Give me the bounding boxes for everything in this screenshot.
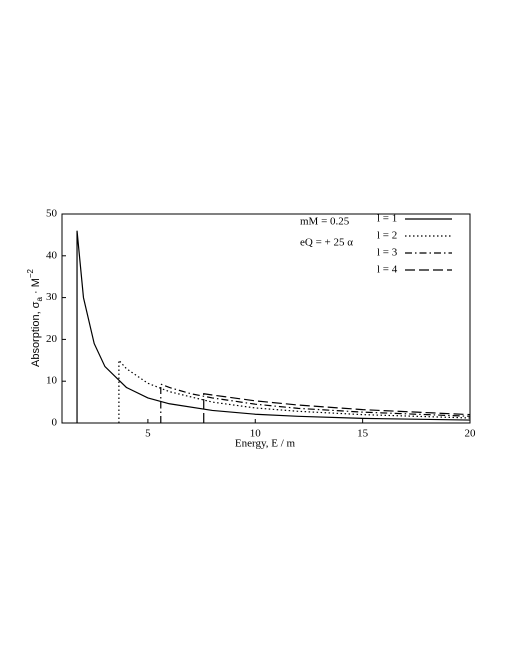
- x-tick-label: 10: [250, 428, 262, 440]
- y-label-part: a: [35, 297, 44, 302]
- y-tick-label: 40: [46, 249, 58, 261]
- y-axis-label: Absorption, σa · M−2: [26, 268, 44, 367]
- y-tick-label: 50: [46, 208, 58, 220]
- legend-label: l = 2: [377, 230, 397, 242]
- x-tick-label: 5: [145, 428, 151, 440]
- x-axis-label: Energy, E / m: [235, 438, 296, 450]
- series-line: [203, 393, 471, 423]
- y-tick-label: 30: [46, 291, 58, 303]
- series-line: [118, 358, 471, 423]
- y-tick-label: 10: [46, 375, 58, 387]
- x-tick-label: 15: [357, 428, 369, 440]
- x-tick-label: 20: [465, 428, 477, 440]
- plot-frame: [61, 213, 471, 424]
- y-label-part: −2: [26, 268, 35, 278]
- y-tick-label: 20: [46, 333, 58, 345]
- legend-label: l = 4: [377, 264, 398, 276]
- series-line: [76, 230, 471, 423]
- series-line: [160, 383, 471, 423]
- annotation: mM = 0.25: [300, 216, 350, 228]
- y-label-part: Absorption, σ: [30, 301, 42, 367]
- y-label-part: · M: [30, 278, 42, 297]
- legend-label: l = 1: [377, 213, 397, 225]
- y-tick-label: 0: [52, 417, 58, 429]
- annotation: eQ = + 25 α: [300, 237, 353, 249]
- legend-label: l = 3: [377, 247, 398, 259]
